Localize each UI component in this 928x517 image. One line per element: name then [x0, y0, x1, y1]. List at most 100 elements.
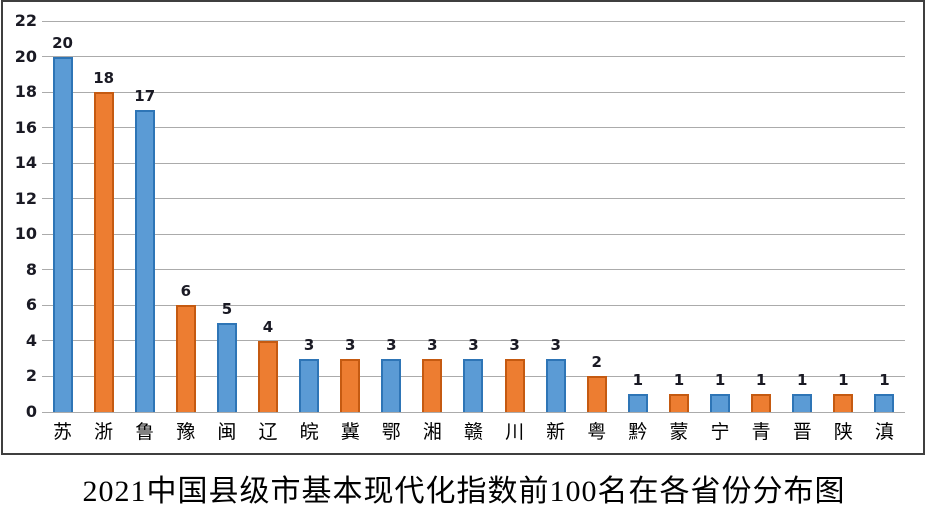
bar — [299, 358, 320, 412]
x-axis-label: 新 — [546, 422, 566, 443]
bar-value-label: 1 — [632, 371, 644, 390]
x-axis-label: 黔 — [628, 422, 648, 443]
bar-slot: 3 — [535, 21, 576, 412]
x-axis-label: 粤 — [587, 422, 607, 443]
bar-slot: 3 — [289, 21, 330, 412]
bar — [874, 394, 895, 412]
bar — [627, 394, 648, 412]
bar — [340, 358, 361, 412]
bar-slot: 1 — [782, 21, 823, 412]
gridline — [42, 340, 905, 342]
bar-value-label: 1 — [673, 371, 685, 390]
bar-slot: 3 — [412, 21, 453, 412]
bar-value-label: 18 — [93, 69, 115, 88]
gridline — [42, 304, 905, 306]
x-axis-label: 湘 — [422, 422, 442, 443]
bar — [668, 394, 689, 412]
bar-value-label: 3 — [386, 335, 397, 354]
bar-value-label: 1 — [714, 371, 726, 390]
gridline — [42, 411, 905, 413]
bar-value-label: 1 — [879, 371, 890, 390]
bar — [175, 305, 196, 412]
y-axis-tick-label: 18 — [14, 82, 37, 102]
gridline — [42, 198, 905, 200]
bar — [134, 109, 155, 412]
gridline — [42, 91, 905, 93]
x-axis-label: 皖 — [299, 422, 319, 443]
bar — [52, 56, 73, 412]
y-axis-tick-label: 6 — [25, 295, 37, 315]
bar-slot: 5 — [206, 21, 247, 412]
x-axis-label: 浙 — [94, 422, 114, 443]
bar-slot: 3 — [371, 21, 412, 412]
y-axis-tick-label: 4 — [25, 330, 37, 350]
bar-value-label: 3 — [303, 335, 315, 354]
x-axis-label: 川 — [505, 422, 525, 443]
chart-frame: 0 2 4 6 8 10 12 14 16 18 20 22 20 18 17 6 5 4 3 3 3 3 3 3 3 2 1 1 1… — [1, 0, 925, 455]
bar-value-label: 20 — [52, 33, 73, 52]
gridline — [42, 233, 905, 235]
bar-value-label: 3 — [344, 335, 356, 354]
x-axis-label: 晋 — [792, 422, 812, 443]
y-axis-tick-label: 14 — [14, 153, 37, 173]
bar — [463, 358, 484, 412]
y-axis-tick-label: 16 — [14, 117, 37, 137]
gridline — [42, 20, 905, 22]
x-axis-label: 辽 — [258, 422, 278, 443]
bar — [710, 394, 731, 412]
bar-value-label: 17 — [134, 86, 156, 105]
bar — [504, 358, 525, 412]
bar-slot: 1 — [741, 21, 782, 412]
bar-slot: 18 — [83, 21, 124, 412]
bar — [545, 358, 566, 412]
bar — [586, 376, 607, 412]
bar-slot: 6 — [165, 21, 206, 412]
x-axis-label: 宁 — [710, 422, 730, 443]
bar — [93, 92, 114, 412]
bar-value-label: 3 — [427, 335, 438, 354]
chart-title: 2021中国县级市基本现代化指数前100名在各省份分布图 — [82, 475, 846, 508]
x-axis-label: 鄂 — [381, 422, 401, 443]
y-axis-tick-label: 0 — [25, 402, 37, 421]
y-axis: 0 2 4 6 8 10 12 14 16 18 20 22 — [7, 13, 37, 420]
bar-slot: 1 — [658, 21, 699, 412]
bar-slot: 20 — [42, 21, 83, 412]
bar-value-label: 3 — [550, 335, 561, 354]
bar-value-label: 5 — [221, 300, 233, 319]
x-axis-label: 滇 — [874, 422, 894, 443]
y-axis-tick-label: 10 — [14, 224, 37, 244]
x-axis-label: 赣 — [463, 422, 483, 443]
bar-value-label: 4 — [262, 317, 274, 336]
gridline — [42, 56, 905, 58]
x-axis-label: 苏 — [53, 422, 73, 443]
y-axis-tick-label: 20 — [14, 46, 37, 66]
x-axis-label: 鲁 — [135, 422, 155, 443]
bar-slot: 3 — [453, 21, 494, 412]
bar-value-label: 2 — [591, 353, 602, 372]
x-axis: 苏浙鲁豫闽辽皖冀鄂湘赣 川新粤黔蒙宁青晋陕滇 — [42, 418, 905, 448]
bar-slot: 3 — [494, 21, 535, 412]
bar-slot: 3 — [330, 21, 371, 412]
bar-slot: 1 — [700, 21, 741, 412]
y-axis-tick-label: 2 — [25, 366, 37, 386]
gridline — [42, 162, 905, 164]
y-axis-tick-label: 22 — [14, 11, 37, 30]
x-axis-label: 冀 — [340, 422, 360, 443]
bar-slot: 2 — [576, 21, 617, 412]
x-axis-label: 闽 — [217, 422, 237, 443]
bar — [751, 394, 772, 412]
bar-slot: 1 — [617, 21, 658, 412]
x-axis-label: 豫 — [176, 422, 196, 443]
bar-value-label: 1 — [838, 371, 849, 390]
bar — [422, 358, 443, 412]
bar-value-label: 1 — [797, 371, 808, 390]
bar-value-label: 3 — [468, 335, 479, 354]
bar — [381, 358, 402, 412]
y-axis-tick-label: 12 — [14, 188, 37, 208]
gridline — [42, 269, 905, 271]
bar-slot: 17 — [124, 21, 165, 412]
bar — [833, 394, 854, 412]
bar-slot: 1 — [823, 21, 864, 412]
bar — [792, 394, 813, 412]
